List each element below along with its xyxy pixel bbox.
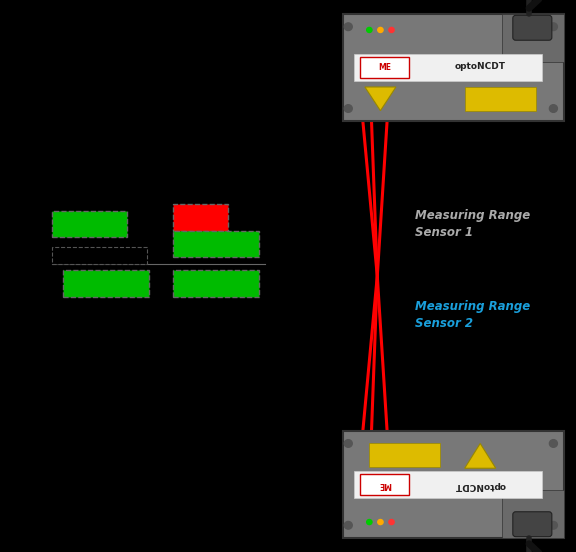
FancyBboxPatch shape [369,443,440,467]
FancyBboxPatch shape [52,247,147,264]
Circle shape [389,28,394,33]
Circle shape [367,519,372,524]
Polygon shape [465,443,496,468]
Circle shape [344,23,353,30]
Text: ME: ME [378,480,391,489]
Circle shape [378,28,383,33]
FancyBboxPatch shape [173,231,259,257]
FancyBboxPatch shape [173,270,259,297]
Circle shape [550,105,558,113]
Text: Measuring Range
Sensor 1: Measuring Range Sensor 1 [415,209,530,238]
Text: Measuring Range
Sensor 2: Measuring Range Sensor 2 [415,300,530,330]
Polygon shape [502,14,564,62]
Circle shape [344,522,353,529]
Circle shape [378,519,383,524]
FancyBboxPatch shape [361,57,409,78]
Polygon shape [365,87,396,110]
FancyBboxPatch shape [343,431,564,538]
Circle shape [389,519,394,524]
FancyBboxPatch shape [465,87,536,110]
Text: optoNCDT: optoNCDT [454,62,506,71]
Circle shape [550,522,558,529]
FancyBboxPatch shape [63,270,149,297]
Text: ME: ME [378,63,391,72]
FancyBboxPatch shape [354,54,542,81]
Circle shape [344,105,353,113]
Circle shape [550,439,558,447]
Circle shape [344,439,353,447]
FancyBboxPatch shape [361,474,409,495]
Polygon shape [502,490,564,538]
Circle shape [550,23,558,30]
FancyBboxPatch shape [513,512,552,537]
FancyBboxPatch shape [513,15,552,40]
Circle shape [367,28,372,33]
FancyBboxPatch shape [173,204,228,231]
FancyBboxPatch shape [354,471,542,498]
Text: optoNCDT: optoNCDT [454,481,506,490]
FancyBboxPatch shape [52,211,127,237]
FancyBboxPatch shape [343,14,564,121]
